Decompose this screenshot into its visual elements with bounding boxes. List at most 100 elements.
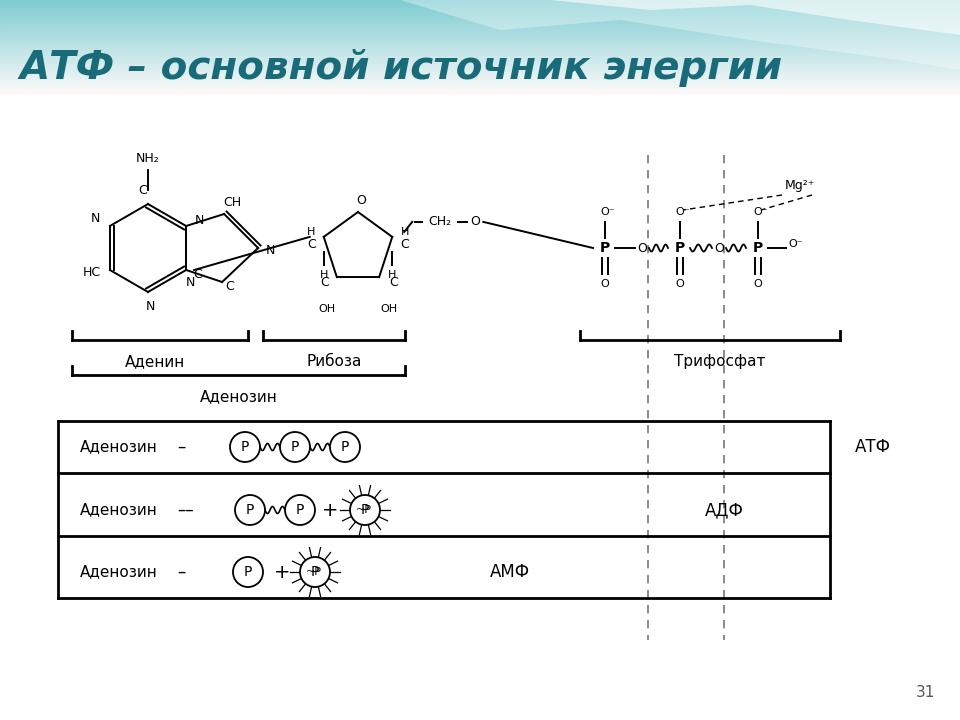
Circle shape (230, 432, 260, 462)
Bar (0, 33, 960, 34)
Text: OH: OH (319, 304, 335, 314)
Text: P: P (244, 565, 252, 579)
Bar (0, 53, 960, 54)
Bar (0, 5, 960, 6)
Bar (0, 55, 960, 56)
Bar (0, 32, 960, 33)
Bar (0, 16, 960, 17)
Text: –: – (177, 563, 185, 581)
Bar (0, 39, 960, 40)
Text: P: P (311, 565, 319, 579)
Bar (0, 49, 960, 50)
Bar (0, 44, 960, 45)
Text: P: P (600, 241, 611, 255)
Bar (0, 22, 960, 23)
Circle shape (280, 432, 310, 462)
Bar (0, 68, 960, 69)
Bar (0, 50, 960, 51)
Text: АДФ: АДФ (705, 501, 744, 519)
Bar (0, 6, 960, 7)
Text: Аденозин: Аденозин (200, 389, 277, 404)
Bar (0, 74, 960, 75)
Circle shape (350, 495, 380, 525)
Text: N: N (265, 243, 275, 256)
Text: Аденозин: Аденозин (80, 564, 157, 580)
Bar (0, 42, 960, 43)
Text: C: C (307, 238, 316, 251)
Bar (0, 17, 960, 18)
Text: NH₂: NH₂ (136, 151, 160, 164)
Circle shape (233, 557, 263, 587)
Text: O⁻: O⁻ (601, 207, 615, 217)
Bar (0, 52, 960, 53)
Bar (0, 66, 960, 67)
Text: +: + (322, 502, 338, 521)
Polygon shape (400, 0, 960, 70)
Bar (0, 27, 960, 28)
Text: O: O (637, 241, 647, 254)
Bar (0, 40, 960, 41)
Bar (0, 65, 960, 66)
Text: C: C (389, 276, 397, 289)
Bar (0, 75, 960, 76)
Bar (0, 41, 960, 42)
Bar (0, 28, 960, 29)
Text: O: O (601, 279, 610, 289)
Bar (0, 43, 960, 44)
Text: Mg²⁺: Mg²⁺ (785, 179, 815, 192)
Bar (0, 18, 960, 19)
Bar (0, 61, 960, 62)
Bar (0, 10, 960, 11)
Text: OH: OH (380, 304, 397, 314)
Bar (0, 31, 960, 32)
Text: N: N (185, 276, 195, 289)
Bar (0, 0, 960, 1)
Text: P: P (361, 503, 370, 517)
Bar (0, 76, 960, 77)
Text: +: + (274, 564, 290, 582)
Bar (0, 63, 960, 64)
Bar (0, 70, 960, 71)
Bar (0, 4, 960, 5)
Bar (0, 73, 960, 74)
Bar (0, 34, 960, 35)
Text: ~P: ~P (306, 567, 322, 577)
Circle shape (285, 495, 315, 525)
Text: C: C (400, 238, 409, 251)
Bar (0, 47, 960, 48)
Text: O⁻: O⁻ (789, 239, 804, 249)
Bar (0, 2, 960, 3)
Text: P: P (296, 503, 304, 517)
Bar (0, 72, 960, 73)
Text: Аденозин: Аденозин (80, 503, 157, 518)
Bar (0, 7, 960, 8)
Bar (0, 11, 960, 12)
Bar (0, 91, 960, 92)
Text: P: P (675, 241, 685, 255)
Text: P: P (341, 440, 349, 454)
Bar (0, 60, 960, 61)
Text: ––: –– (177, 501, 194, 519)
Text: P: P (246, 503, 254, 517)
Text: Аденин: Аденин (125, 354, 185, 369)
Text: P: P (241, 440, 250, 454)
Text: C: C (194, 269, 203, 282)
Text: C: C (226, 281, 234, 294)
Bar (0, 9, 960, 10)
Text: АМФ: АМФ (490, 563, 530, 581)
Bar (0, 35, 960, 36)
Bar (0, 95, 960, 720)
Bar (0, 48, 960, 49)
Bar (0, 80, 960, 81)
Bar (0, 58, 960, 59)
Bar (0, 13, 960, 14)
Text: H: H (388, 270, 396, 280)
Bar (0, 19, 960, 20)
Bar (0, 69, 960, 70)
Text: АТФ: АТФ (855, 438, 891, 456)
Bar (0, 45, 960, 46)
Circle shape (330, 432, 360, 462)
Bar (0, 54, 960, 55)
Text: P: P (291, 440, 300, 454)
Bar (0, 81, 960, 82)
